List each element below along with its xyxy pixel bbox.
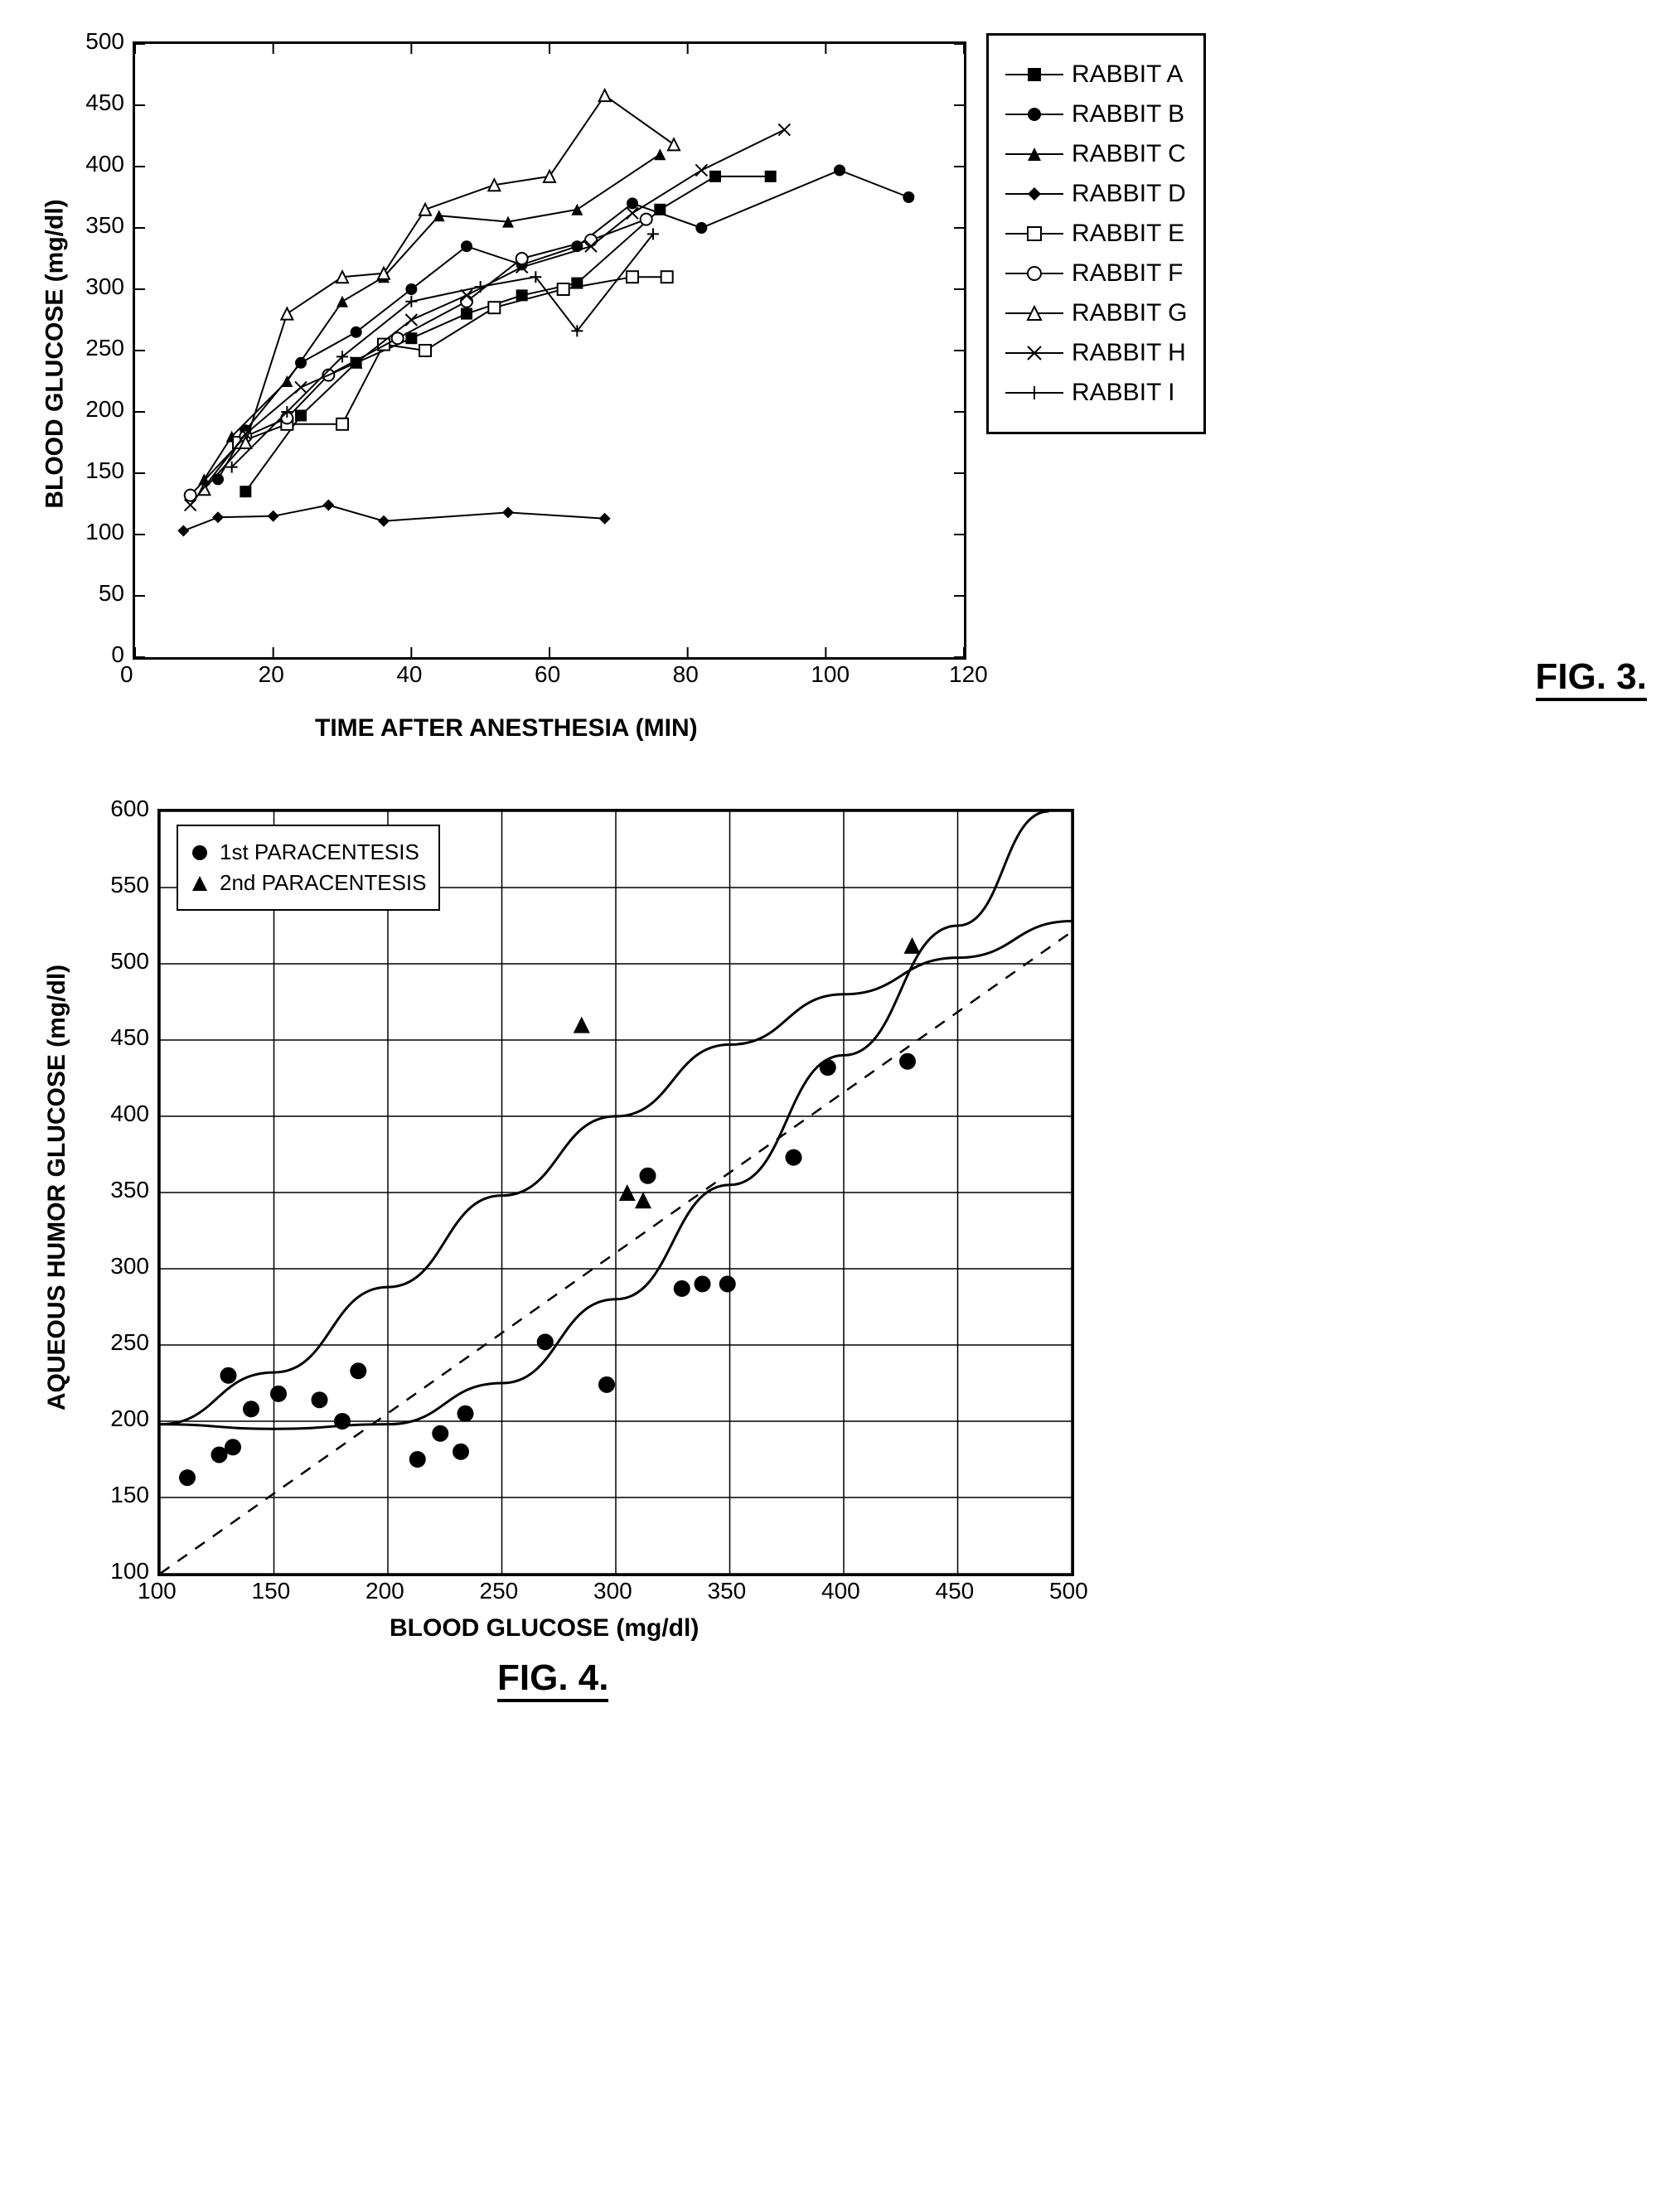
fig4-xtick: 300 (593, 1578, 632, 1604)
legend-label: RABBIT H (1072, 339, 1186, 367)
legend-label: RABBIT G (1072, 299, 1187, 327)
fig3-xtick: 100 (811, 661, 850, 688)
fig4-ytick: 350 (99, 1177, 149, 1203)
fig3-ytick: 0 (75, 641, 124, 668)
legend-item: RABBIT E (1005, 220, 1187, 248)
fig3-ytick: 400 (75, 151, 124, 177)
fig3-xtick: 80 (673, 661, 699, 688)
fig4-xtick: 400 (821, 1578, 860, 1604)
fig4-ytick: 550 (99, 872, 149, 898)
legend-item: RABBIT B (1005, 100, 1187, 128)
legend-label: RABBIT I (1072, 379, 1174, 407)
fig4-ytick: 300 (99, 1253, 149, 1280)
legend-label: RABBIT B (1072, 100, 1184, 128)
legend-label: RABBIT C (1072, 140, 1186, 168)
fig4-ylabel: AQUEOUS HUMOR GLUCOSE (mg/dl) (43, 965, 71, 1410)
fig3-ylabel: BLOOD GLUCOSE (mg/dl) (41, 199, 70, 508)
fig4-xtick: 250 (480, 1578, 519, 1604)
legend-item: RABBIT A (1005, 60, 1187, 89)
legend-item: RABBIT H (1005, 339, 1187, 367)
figure-3-wrap: 050100150200250300350400450500 020406080… (33, 33, 1647, 751)
fig3-ytick: 50 (75, 580, 124, 607)
legend-label: RABBIT E (1072, 220, 1184, 248)
fig3-xtick: 40 (396, 661, 422, 688)
legend-label: 2nd PARACENTESIS (220, 870, 427, 896)
fig3-ytick: 450 (75, 90, 124, 116)
fig3-label: FIG. 3. (1536, 656, 1647, 701)
legend-item: RABBIT D (1005, 180, 1187, 208)
legend-item: RABBIT G (1005, 299, 1187, 327)
fig3-ytick: 300 (75, 273, 124, 300)
fig3-ytick: 150 (75, 457, 124, 484)
fig4-label: FIG. 4. (497, 1657, 608, 1702)
fig3-xtick: 60 (535, 661, 560, 688)
legend-item: 1st PARACENTESIS (190, 839, 427, 865)
fig4-plot-area: 1st PARACENTESIS 2nd PARACENTESIS (157, 809, 1074, 1576)
fig4-ytick: 250 (99, 1329, 149, 1356)
fig4-ytick: 200 (99, 1405, 149, 1432)
legend-label: RABBIT D (1072, 180, 1186, 208)
legend-label: RABBIT F (1072, 259, 1183, 288)
legend-item: RABBIT C (1005, 140, 1187, 168)
fig3-xtick: 20 (259, 661, 284, 688)
fig4-xtick: 500 (1049, 1578, 1088, 1604)
legend-label: RABBIT A (1072, 60, 1184, 89)
fig3-plot-area (133, 41, 966, 660)
fig4-ytick: 400 (99, 1101, 149, 1127)
fig4-xtick: 200 (366, 1578, 404, 1604)
fig4-xtick: 150 (252, 1578, 291, 1604)
legend-item: RABBIT F (1005, 259, 1187, 288)
fig3-ytick: 250 (75, 335, 124, 361)
fig3-legend: RABBIT A RABBIT B RABBIT C RABBIT D RABB… (986, 33, 1206, 434)
fig4-ytick: 150 (99, 1482, 149, 1508)
fig3-xtick: 120 (949, 661, 988, 688)
fig4-xlabel: BLOOD GLUCOSE (mg/dl) (390, 1614, 699, 1643)
fig3-ytick: 100 (75, 519, 124, 545)
fig4-xtick: 450 (936, 1578, 975, 1604)
fig3-xtick: 0 (120, 661, 133, 688)
fig4-xtick: 350 (708, 1578, 747, 1604)
fig3-xlabel: TIME AFTER ANESTHESIA (MIN) (315, 714, 698, 743)
fig3-ytick: 500 (75, 28, 124, 55)
legend-item: RABBIT I (1005, 379, 1187, 407)
fig3-ytick: 350 (75, 212, 124, 239)
legend-label: 1st PARACENTESIS (220, 839, 419, 865)
fig4-legend: 1st PARACENTESIS 2nd PARACENTESIS (177, 825, 440, 911)
fig4-ytick: 450 (99, 1024, 149, 1051)
fig3-ytick: 200 (75, 396, 124, 423)
fig4-xtick: 100 (138, 1578, 177, 1604)
fig4-ytick: 600 (99, 796, 149, 822)
legend-item: 2nd PARACENTESIS (190, 870, 427, 896)
fig4-ytick: 500 (99, 948, 149, 975)
